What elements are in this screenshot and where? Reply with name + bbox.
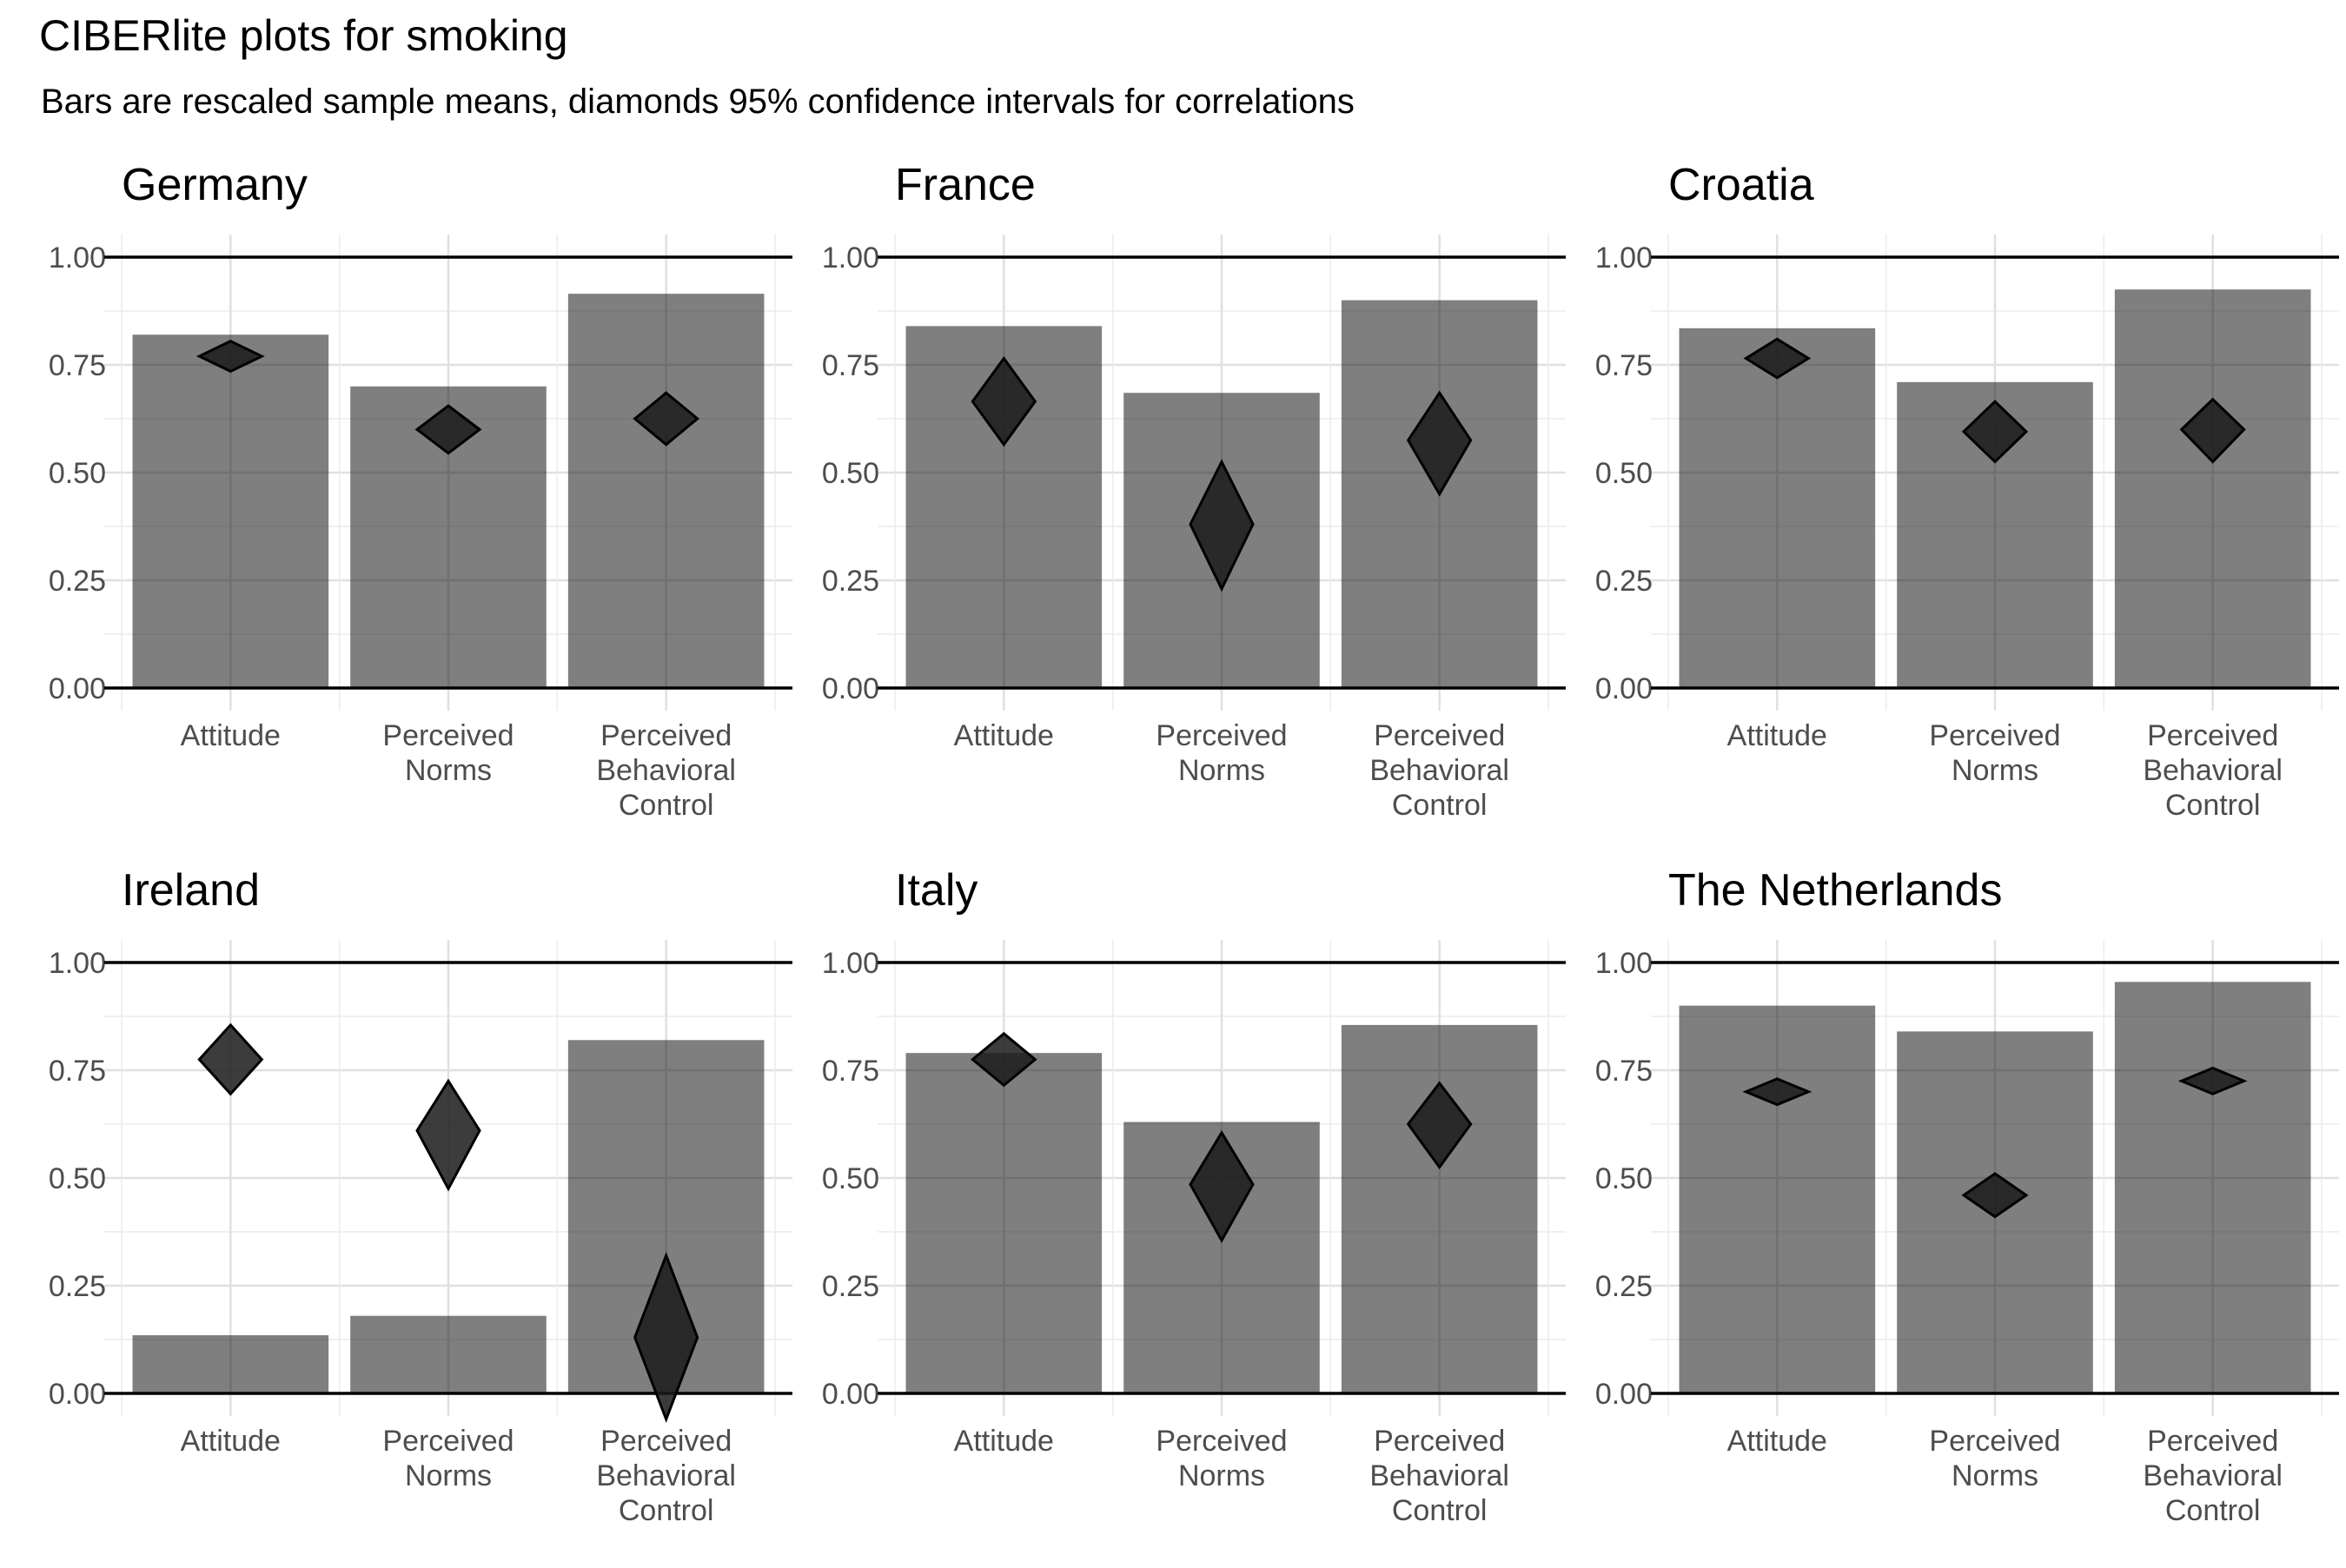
y-tick-label: 0.00 xyxy=(49,1378,106,1411)
panel-title: The Netherlands xyxy=(1668,865,2002,916)
panel-croatia: Croatia 0.00 0.25 0.50 0.75 1.00 Attitude Perce… xyxy=(1595,160,2339,822)
x-tick-label: Attitude xyxy=(181,1425,281,1458)
bar xyxy=(132,1335,329,1393)
panel-title: Italy xyxy=(895,865,978,916)
y-tick-label: 1.00 xyxy=(822,947,879,980)
y-tick-label: 0.25 xyxy=(49,565,106,598)
bar xyxy=(1679,1005,1876,1393)
y-tick-label: 0.50 xyxy=(1595,457,1653,490)
panels-layer: Germany 0.00 0.25 0.50 0.75 1.00 Attitude Perce… xyxy=(49,160,2339,1527)
chart-title: CIBERlite plots for smoking xyxy=(39,11,568,60)
y-tick-label: 0.50 xyxy=(49,1162,106,1195)
y-tick-label: 0.50 xyxy=(822,457,879,490)
bar xyxy=(1341,1024,1538,1393)
ci-diamond xyxy=(971,356,1037,447)
ci-diamond xyxy=(197,1022,264,1096)
y-tick-label: 0.75 xyxy=(1595,1055,1653,1088)
panel-title: Croatia xyxy=(1668,160,1814,210)
ci-diamond xyxy=(415,1078,481,1192)
x-tick-label: Perceived Behavioral Control xyxy=(1369,1425,1509,1527)
y-tick-label: 0.00 xyxy=(1595,672,1653,705)
y-tick-label: 0.00 xyxy=(822,672,879,705)
ci-diamond xyxy=(1406,1081,1473,1170)
panel-title: France xyxy=(895,160,1036,210)
y-tick-label: 0.25 xyxy=(822,565,879,598)
ci-diamond xyxy=(1406,390,1473,497)
bar xyxy=(2114,289,2311,688)
x-tick-label: Perceived Behavioral Control xyxy=(596,719,736,822)
ci-diamond xyxy=(1189,1130,1255,1243)
panel-title: Ireland xyxy=(122,865,260,916)
x-tick-label: Perceived Norms xyxy=(1929,1425,2060,1492)
ci-diamond xyxy=(1189,459,1255,592)
ci-diamond xyxy=(1961,1172,2029,1219)
ci-diamond xyxy=(2177,1066,2248,1095)
x-tick-label: Attitude xyxy=(181,719,281,752)
y-tick-label: 0.50 xyxy=(822,1162,879,1195)
ci-diamond xyxy=(1961,400,2029,464)
y-tick-label: 0.00 xyxy=(1595,1378,1653,1411)
y-tick-label: 0.00 xyxy=(49,672,106,705)
bar xyxy=(567,294,765,688)
y-tick-label: 0.75 xyxy=(822,1055,879,1088)
y-tick-label: 0.75 xyxy=(822,349,879,382)
panel-germany: Germany 0.00 0.25 0.50 0.75 1.00 Attitude Perce… xyxy=(49,160,792,822)
y-tick-label: 0.50 xyxy=(1595,1162,1653,1195)
y-tick-label: 0.75 xyxy=(49,349,106,382)
ci-diamond xyxy=(1743,337,1812,380)
x-tick-label: Perceived Behavioral Control xyxy=(2143,719,2283,822)
y-tick-label: 1.00 xyxy=(49,241,106,275)
panel-france: France 0.00 0.25 0.50 0.75 1.00 Attitude Percei… xyxy=(822,160,1566,822)
ci-diamond xyxy=(2179,397,2246,464)
x-tick-label: Perceived Behavioral Control xyxy=(596,1425,736,1527)
bar xyxy=(905,1053,1103,1393)
x-tick-label: Perceived Norms xyxy=(382,719,514,787)
x-tick-label: Attitude xyxy=(1727,1425,1827,1458)
x-tick-label: Perceived Norms xyxy=(382,1425,514,1492)
y-tick-label: 0.75 xyxy=(1595,349,1653,382)
y-tick-label: 0.25 xyxy=(49,1270,106,1303)
bar xyxy=(132,334,329,688)
x-tick-label: Perceived Behavioral Control xyxy=(1369,719,1509,822)
ci-diamond xyxy=(633,1252,699,1423)
y-tick-label: 0.50 xyxy=(49,457,106,490)
chart-subtitle: Bars are rescaled sample means, diamonds… xyxy=(41,83,1355,121)
y-tick-label: 1.00 xyxy=(822,241,879,275)
y-tick-label: 1.00 xyxy=(49,947,106,980)
panel-ireland: Ireland 0.00 0.25 0.50 0.75 1.00 Attitude Perce… xyxy=(49,865,792,1527)
ci-diamond xyxy=(970,1031,1037,1088)
bar xyxy=(1679,327,1876,688)
bar xyxy=(350,1315,547,1393)
y-tick-label: 0.00 xyxy=(822,1378,879,1411)
y-tick-label: 0.25 xyxy=(822,1270,879,1303)
y-tick-label: 0.75 xyxy=(49,1055,106,1088)
x-tick-label: Perceived Behavioral Control xyxy=(2143,1425,2283,1527)
panel-the-netherlands: The Netherlands 0.00 0.25 0.50 0.75 1.00 Attit… xyxy=(1595,865,2339,1527)
x-tick-label: Perceived Norms xyxy=(1156,1425,1287,1492)
ci-diamond xyxy=(414,404,482,455)
panel-italy: Italy 0.00 0.25 0.50 0.75 1.00 Attitude Perceiv… xyxy=(822,865,1566,1527)
ci-diamond xyxy=(196,340,265,374)
y-tick-label: 1.00 xyxy=(1595,947,1653,980)
x-tick-label: Attitude xyxy=(954,719,1054,752)
x-tick-label: Perceived Norms xyxy=(1929,719,2060,787)
x-tick-label: Attitude xyxy=(1727,719,1827,752)
x-tick-label: Perceived Norms xyxy=(1156,719,1287,787)
x-tick-label: Attitude xyxy=(954,1425,1054,1458)
ci-diamond xyxy=(1742,1077,1813,1107)
panel-title: Germany xyxy=(122,160,308,210)
y-tick-label: 0.25 xyxy=(1595,1270,1653,1303)
bar xyxy=(2114,982,2311,1393)
y-tick-label: 0.25 xyxy=(1595,565,1653,598)
ci-diamond xyxy=(633,391,700,447)
y-tick-label: 1.00 xyxy=(1595,241,1653,275)
